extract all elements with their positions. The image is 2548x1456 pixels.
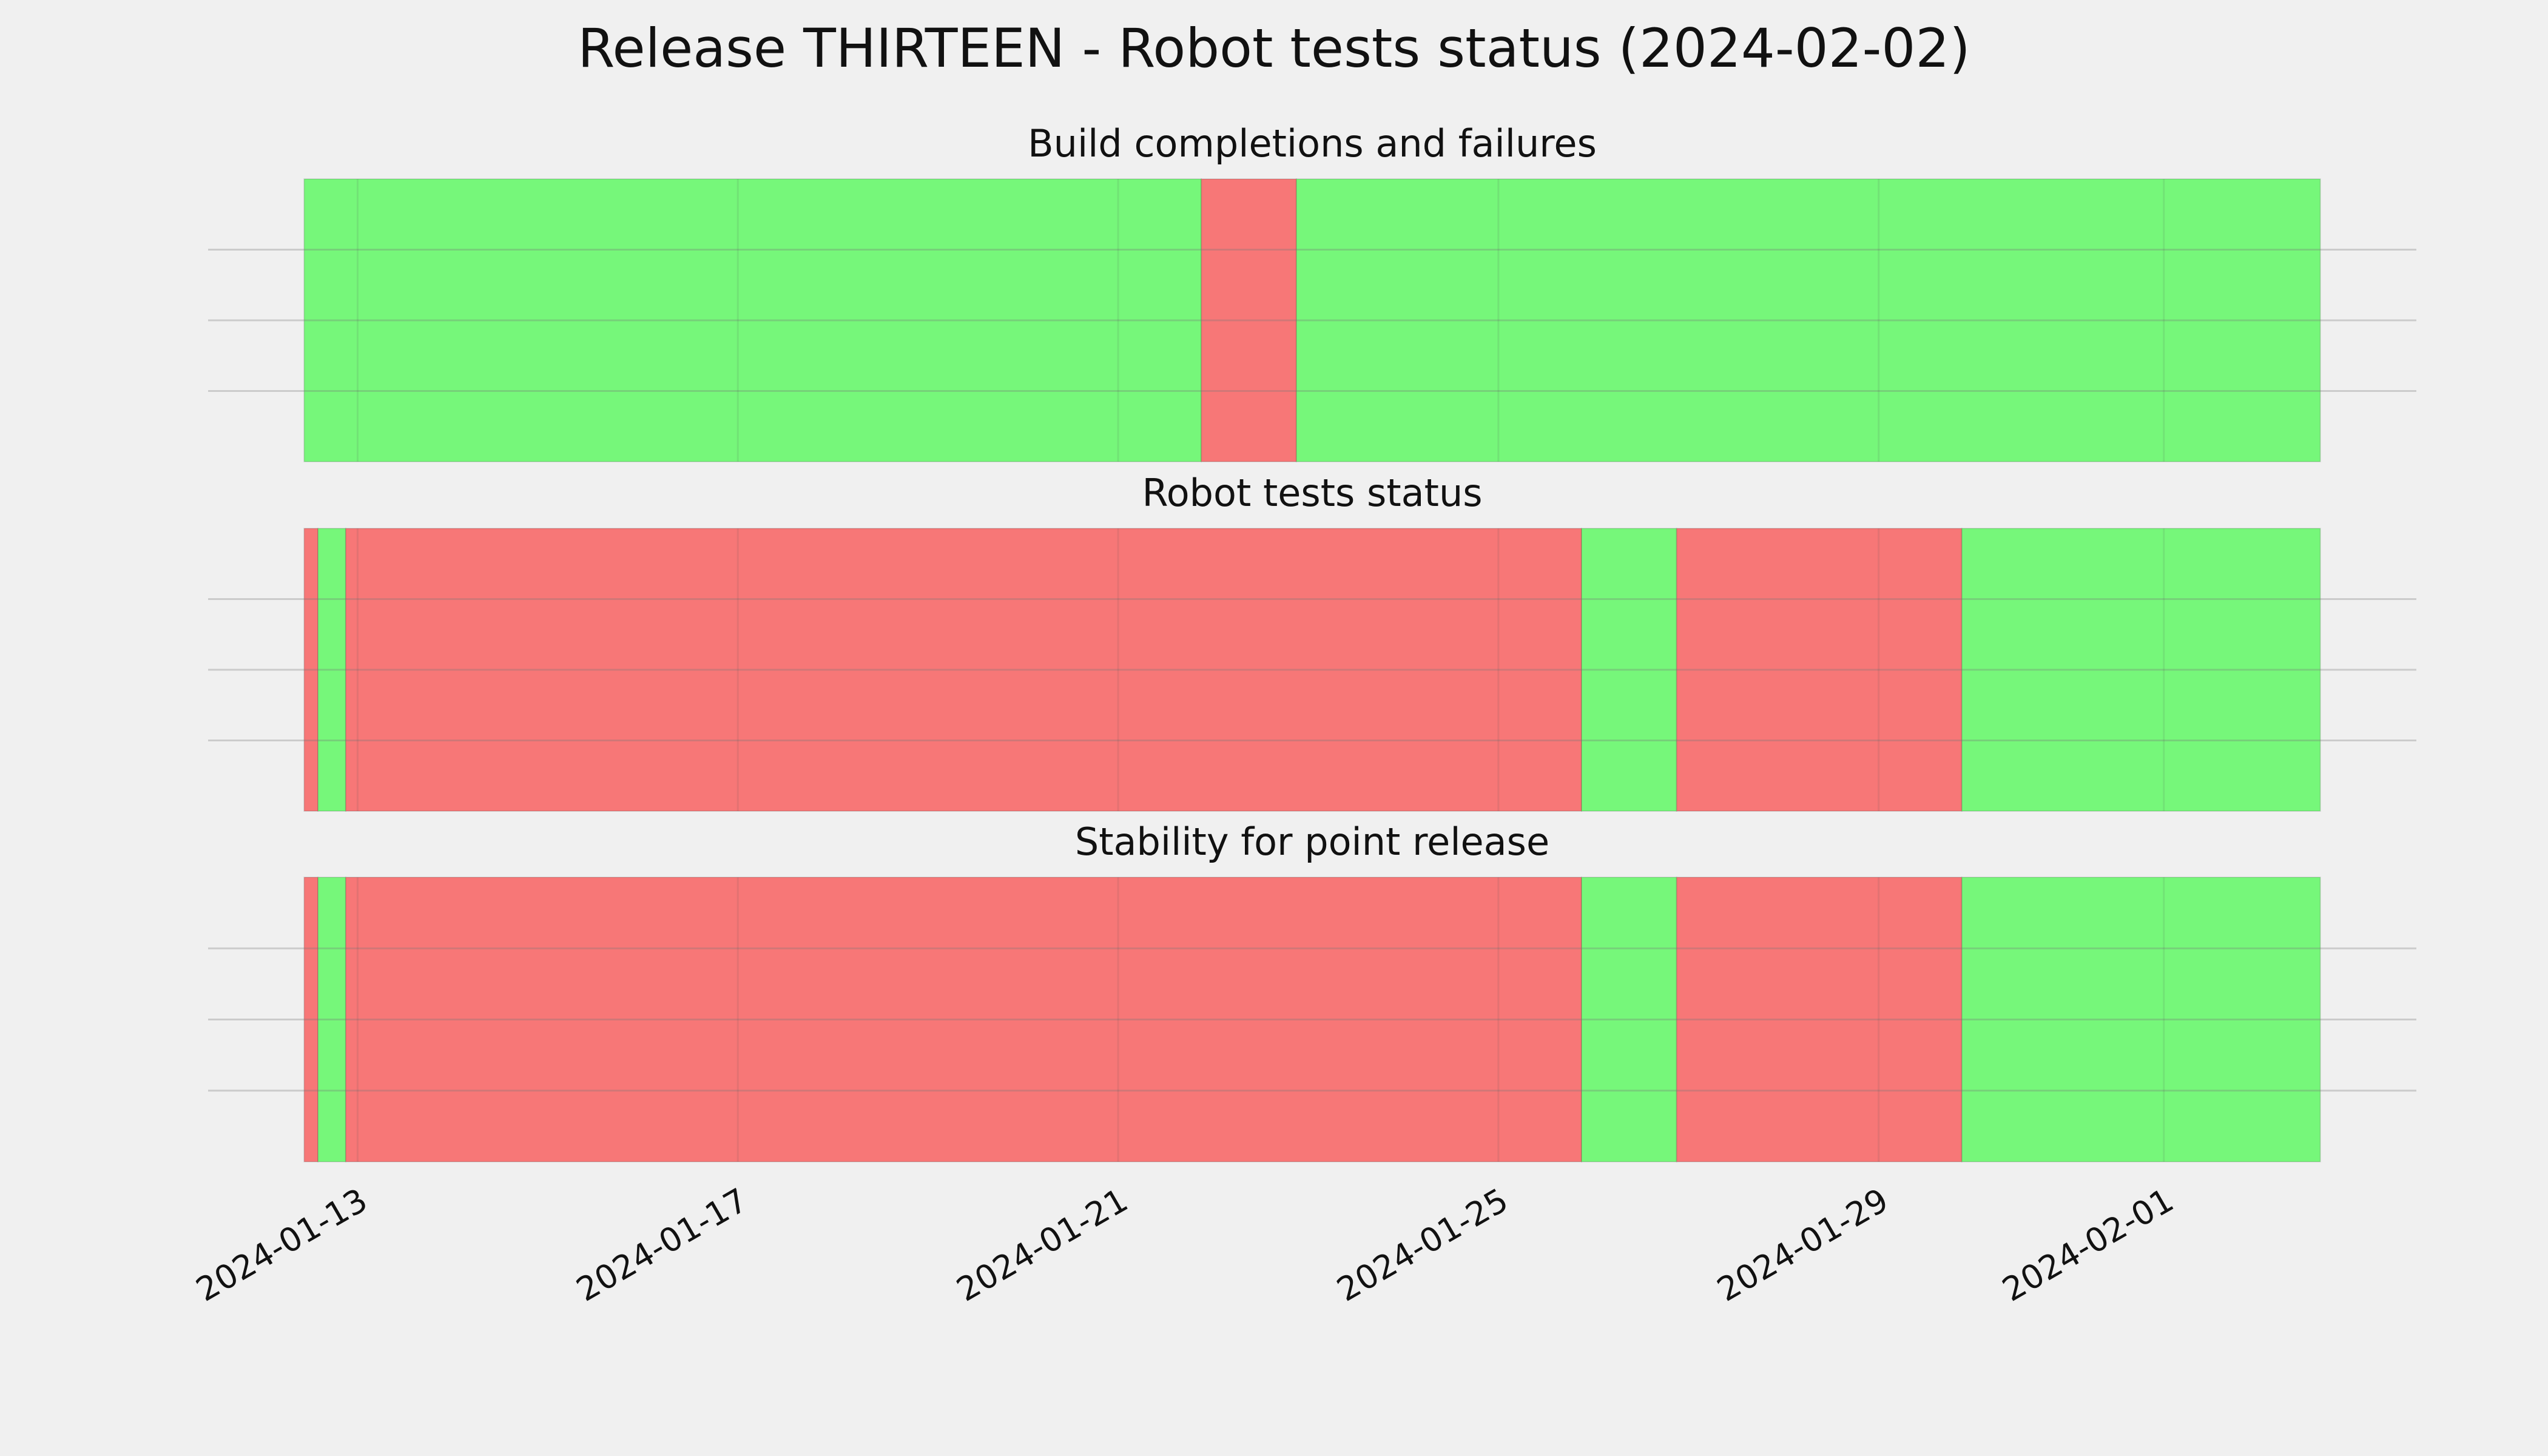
status-span xyxy=(303,178,1202,462)
status-span xyxy=(1961,528,2321,812)
status-span xyxy=(1961,877,2321,1162)
status-span xyxy=(1580,877,1677,1162)
subplot-title: Build completions and failures xyxy=(1028,121,1597,166)
status-span xyxy=(345,528,1582,812)
status-span xyxy=(1676,528,1963,812)
subplot-title: Stability for point release xyxy=(1075,820,1549,864)
status-span xyxy=(1201,178,1297,462)
status-span xyxy=(317,528,346,812)
status-span xyxy=(317,877,346,1162)
status-span xyxy=(345,877,1582,1162)
status-span xyxy=(1580,528,1677,812)
chart-title: Release THIRTEEN - Robot tests status (2… xyxy=(578,17,1970,79)
status-span xyxy=(1676,877,1963,1162)
subplot-title: Robot tests status xyxy=(1142,471,1482,515)
status-span xyxy=(1295,178,2321,462)
